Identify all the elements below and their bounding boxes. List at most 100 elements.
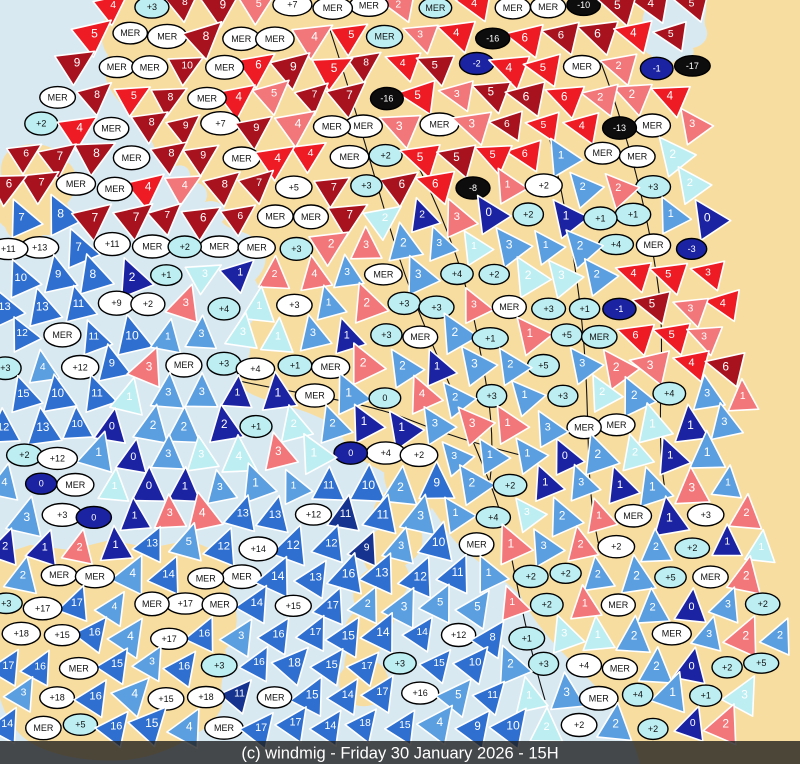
svg-text:3: 3 xyxy=(275,446,281,458)
svg-text:1: 1 xyxy=(687,418,694,432)
svg-text:MER: MER xyxy=(265,692,286,702)
svg-text:MER: MER xyxy=(33,723,54,733)
svg-text:3: 3 xyxy=(471,298,477,310)
svg-text:2: 2 xyxy=(272,268,278,280)
svg-text:2: 2 xyxy=(629,88,635,101)
svg-text:2: 2 xyxy=(291,418,297,430)
svg-text:1: 1 xyxy=(237,267,243,279)
svg-text:2: 2 xyxy=(594,447,601,461)
svg-text:4: 4 xyxy=(630,28,637,40)
svg-text:2: 2 xyxy=(419,210,425,221)
svg-text:3: 3 xyxy=(202,268,208,280)
svg-text:5: 5 xyxy=(453,151,459,164)
svg-text:6: 6 xyxy=(237,210,243,222)
svg-text:4: 4 xyxy=(274,151,281,165)
svg-text:1: 1 xyxy=(669,685,676,699)
svg-text:2: 2 xyxy=(653,661,659,673)
svg-text:MER: MER xyxy=(499,302,520,312)
svg-text:1: 1 xyxy=(95,445,102,459)
svg-text:+2: +2 xyxy=(574,720,584,730)
svg-text:MER: MER xyxy=(232,153,253,163)
svg-text:MER: MER xyxy=(301,212,322,222)
svg-text:+5: +5 xyxy=(538,361,548,371)
svg-text:8: 8 xyxy=(168,91,174,103)
svg-text:+2: +2 xyxy=(505,480,515,490)
svg-text:5: 5 xyxy=(540,62,546,74)
svg-text:2: 2 xyxy=(20,570,26,582)
svg-text:7: 7 xyxy=(57,150,64,163)
svg-text:1: 1 xyxy=(112,481,118,492)
svg-text:MER: MER xyxy=(231,34,252,44)
svg-text:MER: MER xyxy=(69,663,90,673)
svg-text:2: 2 xyxy=(653,541,659,553)
svg-text:MER: MER xyxy=(265,34,286,44)
svg-text:MER: MER xyxy=(627,152,648,162)
svg-text:3: 3 xyxy=(454,88,460,100)
svg-text:15: 15 xyxy=(306,689,319,702)
svg-text:+4: +4 xyxy=(219,304,229,314)
svg-text:2: 2 xyxy=(578,538,584,550)
svg-text:+5: +5 xyxy=(756,658,766,668)
svg-text:10: 10 xyxy=(469,657,482,669)
svg-text:+1: +1 xyxy=(251,422,261,432)
svg-text:+11: +11 xyxy=(105,239,120,249)
svg-text:MER: MER xyxy=(66,179,87,189)
svg-text:8: 8 xyxy=(203,29,210,43)
svg-text:0: 0 xyxy=(109,421,115,433)
svg-text:7: 7 xyxy=(256,177,262,189)
svg-text:6: 6 xyxy=(6,179,12,191)
svg-text:6: 6 xyxy=(521,32,527,45)
svg-text:MER: MER xyxy=(49,570,70,580)
svg-text:3: 3 xyxy=(398,540,404,552)
svg-text:2: 2 xyxy=(595,569,601,581)
svg-text:-17: -17 xyxy=(686,61,699,71)
svg-text:17: 17 xyxy=(376,686,388,698)
svg-text:1: 1 xyxy=(649,480,656,494)
svg-text:9: 9 xyxy=(74,56,81,70)
svg-text:17: 17 xyxy=(310,626,322,638)
svg-text:2: 2 xyxy=(616,60,622,72)
svg-text:MER: MER xyxy=(197,93,218,103)
svg-text:1: 1 xyxy=(505,178,511,190)
svg-text:16: 16 xyxy=(253,657,265,668)
svg-text:4: 4 xyxy=(182,179,188,191)
svg-text:1: 1 xyxy=(235,388,241,399)
svg-text:3: 3 xyxy=(165,386,171,398)
svg-text:+1: +1 xyxy=(595,213,605,223)
svg-text:16: 16 xyxy=(89,626,101,638)
svg-text:9: 9 xyxy=(55,269,61,281)
svg-text:14: 14 xyxy=(342,689,354,701)
svg-text:5: 5 xyxy=(649,299,655,311)
svg-text:+4: +4 xyxy=(488,512,498,522)
svg-text:7: 7 xyxy=(18,211,24,223)
svg-text:1: 1 xyxy=(563,209,570,222)
svg-text:+18: +18 xyxy=(198,692,213,702)
svg-text:1: 1 xyxy=(595,629,601,641)
svg-text:8: 8 xyxy=(93,146,100,160)
svg-text:2: 2 xyxy=(669,147,676,161)
svg-text:13: 13 xyxy=(237,508,249,520)
svg-text:1: 1 xyxy=(527,327,533,340)
svg-text:7: 7 xyxy=(164,210,170,221)
svg-text:1: 1 xyxy=(275,331,281,343)
svg-text:11: 11 xyxy=(487,690,498,701)
svg-text:0: 0 xyxy=(704,210,711,224)
svg-text:MER: MER xyxy=(107,62,128,72)
svg-text:+3: +3 xyxy=(361,181,371,191)
svg-text:8: 8 xyxy=(168,148,174,160)
svg-text:16: 16 xyxy=(178,661,190,673)
svg-text:4: 4 xyxy=(76,122,83,135)
svg-text:2: 2 xyxy=(577,239,584,253)
svg-text:0: 0 xyxy=(130,451,136,463)
svg-text:4: 4 xyxy=(235,91,242,104)
svg-text:1: 1 xyxy=(524,448,530,460)
svg-text:2: 2 xyxy=(221,418,228,431)
svg-text:15: 15 xyxy=(433,658,445,669)
svg-text:+4: +4 xyxy=(633,690,643,700)
svg-text:3: 3 xyxy=(469,416,476,430)
svg-text:+2: +2 xyxy=(542,600,552,610)
svg-text:MER: MER xyxy=(429,119,450,129)
svg-text:MER: MER xyxy=(410,332,431,342)
svg-text:13: 13 xyxy=(146,537,158,549)
svg-text:+4: +4 xyxy=(664,389,674,399)
